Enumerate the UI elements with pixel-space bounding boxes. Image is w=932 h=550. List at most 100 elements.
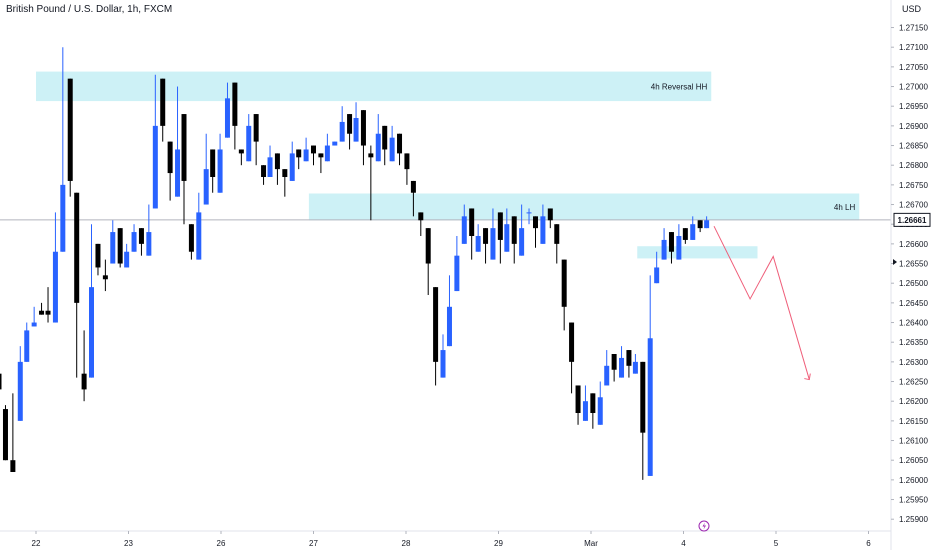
candle-body [39,310,45,315]
candle-body [274,153,280,170]
candle [561,259,567,331]
candle-body [282,169,288,177]
candle [311,145,316,166]
candle-body [519,228,525,256]
price-axis-label: 1.26550 [899,260,928,269]
candle [339,106,345,142]
candle-body [110,232,116,264]
candle [533,216,538,248]
candle-body [95,243,101,268]
price-axis-label: 1.26500 [899,279,928,288]
candle-body [17,361,23,421]
candle-body [469,208,475,236]
time-axis-label: 28 [402,539,411,548]
candle-body [682,228,688,240]
candle-body [440,350,446,378]
candle-body [296,149,302,158]
candle-body [611,354,617,370]
candle-body [60,184,66,252]
candle [124,243,130,268]
zone-labels-layer: 4h Reversal HH 4h LH [651,82,856,212]
candle [274,153,280,185]
candle [261,165,267,185]
zone-label: 4h LH [834,203,856,212]
candle-body [289,153,295,181]
candle [575,385,581,425]
currency-selector[interactable]: USD [902,4,922,14]
candle [540,204,546,244]
candle [697,220,703,233]
candle-body [146,232,152,256]
candle [640,361,646,480]
price-axis-label: 1.26150 [899,417,928,426]
zone-rect [308,193,860,221]
candle-body [217,149,223,193]
candle [410,180,416,217]
candle [690,216,696,240]
candle [626,350,632,378]
price-axis-label: 1.27150 [899,24,928,33]
candle-body [2,409,8,461]
candle-body [640,361,646,433]
candle-body [533,216,538,229]
candle-body [604,365,610,386]
candles-layer [0,47,710,480]
time-axis-label: 26 [217,539,226,548]
candle-body [690,224,696,240]
candle [39,302,45,315]
candle-body [339,121,345,142]
price-axis-label: 1.27000 [899,83,928,92]
candle-body [404,153,410,170]
candle [52,212,58,323]
candle-body [246,125,252,162]
candle [597,381,603,425]
candle-body [210,149,216,177]
zone-rect [637,246,758,259]
candle [490,208,496,260]
candle-body [224,98,230,138]
price-axis-label: 1.26250 [899,378,928,387]
candle [2,405,8,461]
candle [296,149,302,170]
candle-body [131,232,137,252]
candle [360,110,366,166]
candle [704,216,710,229]
candle [446,275,452,347]
candle-body [497,212,503,240]
price-axis-label: 1.26900 [899,122,928,131]
candle [519,204,525,256]
candle-body [303,149,309,162]
candle [210,149,216,193]
candle-body [446,306,452,347]
candle [397,133,403,166]
candle-body [632,361,638,374]
candle [353,102,359,142]
lightning-icon[interactable] [698,520,710,532]
candle [160,78,166,142]
candle [167,141,173,201]
candle [74,192,80,378]
candle-body [368,153,374,158]
candle [246,114,252,162]
candle [17,346,23,421]
candle [526,208,532,225]
candle-body [425,228,431,264]
price-axis-label: 1.26400 [899,319,928,328]
candle [382,125,388,166]
price-axis-label: 1.25900 [899,515,928,524]
candle [682,228,688,244]
candle [440,334,446,378]
candle [253,114,259,166]
candle-body [410,180,416,193]
time-axis[interactable]: 22 23 26 27 28 29 Mar 4 5 6 [32,531,872,548]
candle-body [626,350,632,366]
candle [282,169,288,197]
candle-body [668,232,674,252]
candle [181,114,187,225]
candle-body [188,224,194,252]
candle-body [353,118,359,142]
price-axis[interactable]: 1.27150 1.27100 1.27050 1.27000 1.26950 1.269… [891,24,928,525]
candle-body [382,125,388,150]
candle-body [375,133,381,162]
